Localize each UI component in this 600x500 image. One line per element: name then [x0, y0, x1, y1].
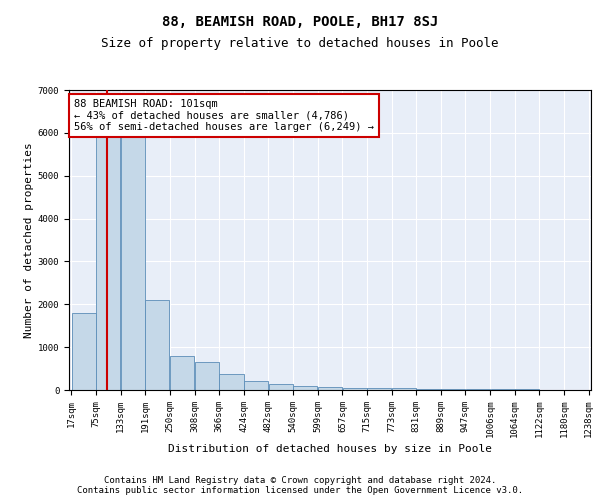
Text: Size of property relative to detached houses in Poole: Size of property relative to detached ho… — [101, 38, 499, 51]
Bar — [367, 388, 391, 390]
X-axis label: Distribution of detached houses by size in Poole: Distribution of detached houses by size … — [168, 444, 492, 454]
Bar — [318, 387, 342, 390]
Bar — [269, 384, 293, 390]
Bar — [466, 389, 490, 390]
Bar — [416, 388, 440, 390]
Y-axis label: Number of detached properties: Number of detached properties — [23, 142, 34, 338]
Text: 88 BEAMISH ROAD: 101sqm
← 43% of detached houses are smaller (4,786)
56% of semi: 88 BEAMISH ROAD: 101sqm ← 43% of detache… — [74, 99, 374, 132]
Bar — [96, 128, 121, 390]
Bar — [244, 382, 268, 390]
Bar — [145, 300, 169, 390]
Text: 88, BEAMISH ROAD, POOLE, BH17 8SJ: 88, BEAMISH ROAD, POOLE, BH17 8SJ — [162, 15, 438, 29]
Text: Contains HM Land Registry data © Crown copyright and database right 2024.
Contai: Contains HM Land Registry data © Crown c… — [77, 476, 523, 495]
Bar — [491, 389, 515, 390]
Bar — [220, 374, 244, 390]
Bar — [293, 386, 317, 390]
Bar — [121, 128, 145, 390]
Bar — [392, 388, 416, 390]
Bar — [195, 362, 219, 390]
Bar — [343, 388, 367, 390]
Bar — [71, 313, 96, 390]
Bar — [170, 356, 194, 390]
Bar — [441, 389, 465, 390]
